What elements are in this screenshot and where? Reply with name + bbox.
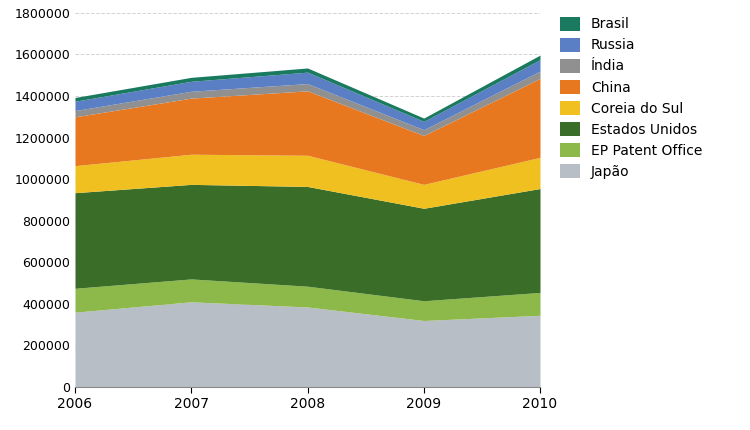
Legend: Brasil, Russia, Índia, China, Coreia do Sul, Estados Unidos, EP Patent Office, J: Brasil, Russia, Índia, China, Coreia do … bbox=[556, 12, 706, 183]
